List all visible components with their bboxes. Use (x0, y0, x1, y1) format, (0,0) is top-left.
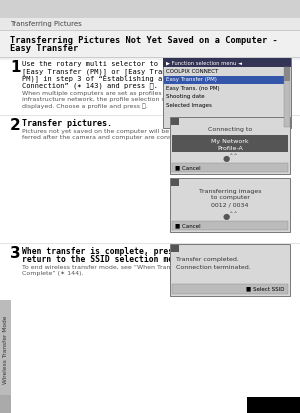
Text: Profile-A: Profile-A (217, 145, 243, 150)
Bar (170, 117, 290, 174)
Text: When multiple computers are set as profiles for the: When multiple computers are set as profi… (22, 91, 185, 96)
Text: Transfer completed.: Transfer completed. (176, 257, 239, 263)
Bar (0, 30, 300, 60)
Text: COOLPIX CONNECT: COOLPIX CONNECT (166, 69, 218, 74)
Bar (0, 300, 11, 400)
Text: Transfer pictures.: Transfer pictures. (22, 119, 112, 128)
Bar (172, 284, 288, 294)
Text: Shooting date: Shooting date (166, 94, 205, 99)
Bar (163, 58, 291, 67)
Bar (171, 245, 179, 252)
Text: Easy Transfer: Easy Transfer (10, 44, 78, 53)
Bar (284, 67, 290, 127)
Text: Connection terminated.: Connection terminated. (176, 265, 251, 270)
Text: Transferring Pictures Not Yet Saved on a Computer -: Transferring Pictures Not Yet Saved on a… (10, 36, 278, 45)
Text: Selected Images: Selected Images (166, 103, 212, 108)
Text: Wireless Transfer Mode: Wireless Transfer Mode (3, 316, 8, 384)
Text: displayed. Choose a profile and press ⒪.: displayed. Choose a profile and press ⒪. (22, 103, 148, 109)
Text: Connection” (✶ 143) and press ⒪.: Connection” (✶ 143) and press ⒪. (22, 83, 158, 89)
Text: ■ Cancel: ■ Cancel (175, 165, 201, 170)
Text: 1: 1 (10, 60, 20, 75)
Text: ■ Cancel: ■ Cancel (175, 223, 201, 228)
Text: ●ˆˆ: ●ˆˆ (222, 154, 238, 162)
Bar (170, 178, 290, 232)
Text: Transferring images: Transferring images (199, 188, 261, 194)
Bar (171, 179, 179, 186)
Bar (172, 163, 288, 172)
Text: [Easy Transfer (PM)] or [Easy Trans. (no: [Easy Transfer (PM)] or [Easy Trans. (no (22, 68, 192, 75)
Text: Use the rotary multi selector to choose: Use the rotary multi selector to choose (22, 61, 188, 67)
Bar (284, 67, 290, 81)
Text: ferred after the camera and computer are connected.: ferred after the camera and computer are… (22, 135, 192, 140)
Text: Connecting to: Connecting to (208, 128, 252, 133)
Text: Easy Transfer (PM): Easy Transfer (PM) (166, 77, 217, 82)
Text: Pictures not yet saved on the computer will be trans-: Pictures not yet saved on the computer w… (22, 129, 190, 134)
Text: Easy Trans. (no PM): Easy Trans. (no PM) (166, 86, 220, 91)
Bar (0, 18, 300, 30)
Text: 0012 / 0034: 0012 / 0034 (211, 202, 249, 207)
Text: PM)] in step 3 of “Establishing a Wireless: PM)] in step 3 of “Establishing a Wirele… (22, 76, 200, 82)
Text: return to the SSID selection menu.: return to the SSID selection menu. (22, 254, 188, 263)
Bar (164, 76, 284, 84)
Bar (172, 221, 288, 230)
Text: When transfer is complete, press ⒪ to: When transfer is complete, press ⒪ to (22, 247, 203, 256)
Text: ▶ Function selection menu ◄: ▶ Function selection menu ◄ (166, 60, 242, 65)
Text: Complete” (✶ 144).: Complete” (✶ 144). (22, 271, 83, 276)
Text: to computer: to computer (211, 195, 249, 200)
Bar (247, 397, 300, 413)
Text: infrastructure network, the profile selection screen is: infrastructure network, the profile sele… (22, 97, 190, 102)
Text: ●ˆˆ: ●ˆˆ (222, 211, 238, 221)
Bar (171, 118, 179, 125)
Bar (0, 0, 300, 18)
Text: To end wireless transfer mode, see “When Transfer is: To end wireless transfer mode, see “When… (22, 265, 189, 270)
Text: ■ Select SSID: ■ Select SSID (247, 287, 285, 292)
Text: 3: 3 (10, 246, 21, 261)
Text: My Network: My Network (211, 138, 249, 143)
Text: Transferring Pictures: Transferring Pictures (10, 21, 82, 27)
Bar (170, 244, 290, 296)
Bar (0, 395, 11, 413)
Text: 2: 2 (10, 118, 21, 133)
Bar (163, 58, 291, 128)
Bar (172, 135, 288, 152)
